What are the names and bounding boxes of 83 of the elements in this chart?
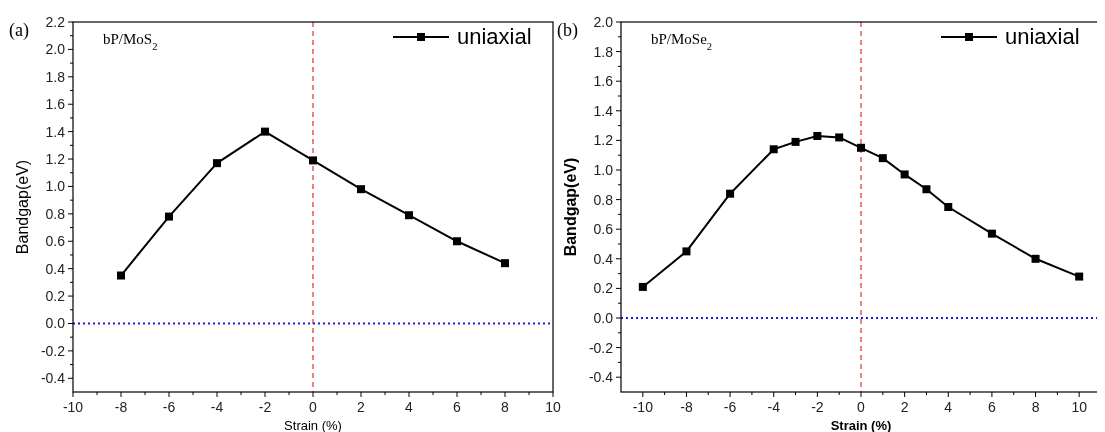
- y-tick-label: 1.8: [593, 43, 614, 60]
- y-tick-label: 0.8: [593, 191, 614, 208]
- y-tick-label: 1.4: [45, 123, 66, 140]
- annotation: bP/MoS$_{2}$: [103, 31, 158, 52]
- y-tick-label: 0.6: [45, 233, 66, 250]
- y-tick-label: -0.4: [40, 370, 66, 387]
- x-tick-label: 6: [988, 399, 997, 415]
- point: [213, 159, 221, 168]
- point: [857, 143, 865, 152]
- x-tick-label: 4: [405, 399, 414, 415]
- x-tick-label: -10: [632, 399, 654, 415]
- y-axis-title: Bandgap(eV): [14, 159, 31, 255]
- y-tick-label: -0.4: [588, 369, 614, 386]
- y-tick-label: 2.0: [593, 14, 614, 30]
- point: [1075, 272, 1084, 281]
- y-tick-label: 1.8: [45, 68, 66, 85]
- y-tick-label: 1.6: [45, 96, 66, 113]
- y-tick-label: 2.2: [45, 14, 66, 30]
- point: [878, 154, 887, 163]
- point: [791, 137, 800, 146]
- x-tick-label: 2: [900, 399, 909, 415]
- y-tick-label: 2.0: [45, 41, 66, 58]
- x-tick-label: 2: [357, 399, 366, 415]
- point: [501, 259, 509, 268]
- point: [944, 203, 953, 211]
- x-tick-label: 8: [501, 399, 510, 415]
- x-tick-label: 10: [1071, 399, 1088, 415]
- point: [261, 127, 269, 136]
- y-tick-label: 0.0: [593, 310, 614, 326]
- x-tick-label: -10: [62, 399, 84, 415]
- point: [165, 212, 173, 221]
- y-tick-label: 0.4: [593, 250, 614, 267]
- x-tick-label: 4: [944, 399, 953, 415]
- y-tick-label: 0.0: [45, 315, 66, 332]
- x-tick-label: -2: [258, 399, 272, 415]
- y-tick-label: 1.2: [593, 132, 614, 149]
- x-tick-label: -4: [767, 399, 781, 415]
- y-tick-label: 1.0: [593, 162, 614, 178]
- point: [813, 131, 822, 140]
- x-axis-title: Strain (%): [830, 418, 892, 432]
- y-tick-label: 0.6: [593, 221, 614, 238]
- x-tick-label: 0: [309, 399, 318, 415]
- x-tick-label: 6: [453, 399, 462, 415]
- y-tick-label: -0.2: [588, 339, 614, 356]
- y-tick-label: 1.2: [45, 151, 66, 168]
- point: [900, 170, 909, 179]
- x-tick-label: -2: [811, 399, 824, 415]
- legend-label: uniaxial: [1005, 24, 1080, 49]
- y-tick-label: 1.6: [593, 73, 614, 90]
- x-tick-label: -6: [723, 399, 737, 415]
- point: [453, 237, 461, 246]
- point: [682, 247, 691, 256]
- point: [922, 185, 931, 194]
- point: [769, 145, 778, 154]
- y-tick-label: 0.2: [593, 280, 614, 297]
- point: [309, 156, 317, 165]
- point: [987, 229, 996, 238]
- x-tick-label: -8: [680, 399, 693, 415]
- point: [638, 282, 647, 291]
- y-tick-label: 1.4: [593, 102, 614, 119]
- y-axis-title: Bandgap(eV): [562, 157, 579, 257]
- y-tick-label: 0.8: [45, 205, 66, 222]
- point: [726, 189, 735, 198]
- legend-label: uniaxial: [457, 24, 532, 49]
- y-tick-label: -0.2: [40, 342, 66, 359]
- x-axis-title: Strain (%): [284, 418, 342, 432]
- text: (b): [557, 20, 578, 41]
- point: [1031, 254, 1040, 263]
- point: [117, 271, 125, 280]
- x-tick-label: -6: [162, 399, 176, 415]
- point: [405, 211, 413, 220]
- x-tick-label: 8: [1031, 399, 1040, 415]
- x-tick-label: -4: [210, 399, 224, 415]
- y-tick-label: 0.2: [45, 288, 66, 305]
- annotation: bP/MoSe$_{2}$: [651, 31, 713, 52]
- point: [357, 185, 365, 194]
- point: [835, 133, 844, 142]
- x-tick-label: 0: [857, 399, 866, 415]
- x-tick-label: 10: [545, 399, 561, 415]
- y-tick-label: 0.4: [45, 260, 66, 277]
- text: (a): [9, 20, 29, 41]
- y-tick-label: 1.0: [45, 178, 66, 195]
- x-tick-label: -8: [114, 399, 128, 415]
